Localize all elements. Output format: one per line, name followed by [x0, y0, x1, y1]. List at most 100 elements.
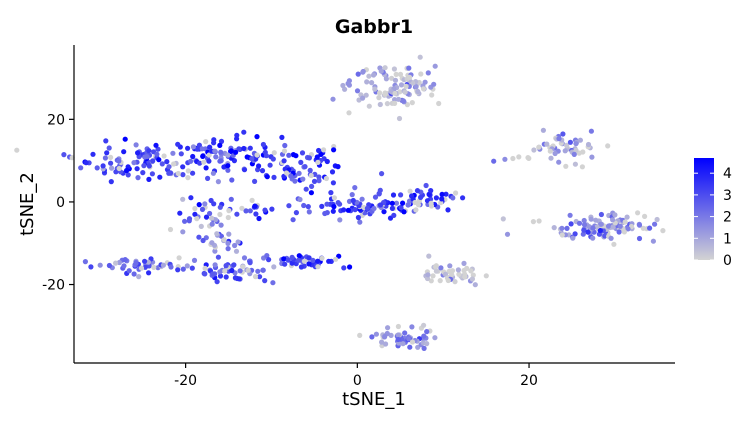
- data-point: [154, 151, 160, 157]
- data-point: [306, 209, 312, 215]
- data-point: [182, 218, 188, 224]
- data-point: [305, 204, 311, 210]
- data-point: [213, 217, 219, 223]
- data-point: [624, 214, 630, 220]
- data-point: [14, 147, 20, 153]
- data-point: [421, 345, 427, 351]
- data-point: [271, 150, 277, 156]
- data-point: [225, 214, 231, 221]
- data-point: [196, 142, 202, 148]
- data-point: [306, 255, 312, 261]
- data-point: [136, 274, 142, 280]
- data-point: [345, 207, 351, 213]
- data-point: [355, 71, 361, 77]
- data-point: [453, 190, 459, 196]
- data-point: [395, 323, 401, 330]
- data-point: [176, 255, 182, 261]
- data-point: [364, 79, 370, 85]
- data-point: [200, 237, 206, 244]
- data-point: [341, 265, 347, 271]
- data-point: [346, 110, 352, 116]
- data-point: [422, 79, 428, 85]
- data-point: [151, 264, 157, 270]
- data-point: [449, 268, 456, 274]
- data-point: [200, 153, 206, 159]
- data-point: [378, 68, 384, 74]
- data-point: [150, 158, 156, 164]
- data-point: [576, 220, 583, 226]
- data-point: [209, 240, 215, 246]
- data-point: [594, 224, 600, 230]
- data-point: [234, 136, 240, 142]
- data-point: [228, 148, 234, 154]
- data-point: [214, 231, 220, 237]
- data-point: [289, 254, 295, 260]
- data-point: [445, 207, 451, 213]
- data-point: [403, 83, 409, 89]
- data-point: [188, 158, 194, 164]
- data-point: [262, 278, 268, 284]
- data-point: [217, 142, 223, 148]
- data-point: [171, 161, 177, 167]
- data-point: [113, 260, 119, 266]
- data-point: [222, 268, 228, 274]
- data-point: [306, 155, 312, 161]
- data-point: [372, 194, 379, 200]
- data-point: [159, 161, 165, 167]
- data-point: [405, 202, 411, 208]
- data-point: [308, 172, 314, 179]
- data-point: [392, 77, 399, 83]
- data-point: [308, 190, 314, 196]
- scatter-points: [14, 54, 666, 351]
- data-point: [299, 150, 306, 156]
- data-point: [217, 204, 223, 210]
- data-point: [271, 264, 277, 270]
- data-point: [212, 248, 218, 254]
- data-point: [330, 96, 336, 102]
- data-point: [409, 324, 415, 330]
- data-point: [399, 337, 405, 343]
- data-point: [260, 141, 266, 148]
- data-point: [267, 162, 273, 168]
- data-point: [431, 81, 437, 87]
- data-point: [260, 267, 266, 273]
- data-point: [241, 255, 248, 261]
- data-point: [290, 152, 296, 158]
- data-point: [210, 170, 216, 176]
- data-point: [622, 219, 628, 225]
- data-point: [330, 180, 336, 186]
- data-point: [470, 272, 476, 278]
- data-point: [389, 75, 395, 81]
- data-point: [281, 256, 287, 262]
- data-point: [610, 224, 616, 230]
- colorbar-ticks: 4 3 2 1 0: [694, 166, 732, 269]
- data-point: [315, 258, 321, 264]
- colorbar: [694, 158, 714, 260]
- data-point: [109, 165, 115, 171]
- data-point: [337, 217, 343, 223]
- data-point: [199, 146, 205, 152]
- data-point: [429, 92, 435, 98]
- data-point: [390, 192, 397, 198]
- data-point: [376, 191, 382, 197]
- data-point: [608, 235, 614, 241]
- data-point: [352, 185, 358, 191]
- data-point: [108, 160, 114, 166]
- data-point: [402, 89, 408, 95]
- data-point: [456, 271, 462, 277]
- data-point: [556, 159, 562, 165]
- data-point: [568, 221, 574, 227]
- data-point: [564, 225, 570, 231]
- data-point: [352, 207, 358, 213]
- data-point: [424, 329, 430, 335]
- data-point: [253, 211, 259, 217]
- data-point: [212, 262, 218, 268]
- data-point: [333, 256, 339, 262]
- data-point: [225, 240, 231, 246]
- data-point: [567, 212, 573, 218]
- data-point: [254, 134, 260, 140]
- data-point: [121, 149, 127, 155]
- data-point: [647, 225, 653, 231]
- data-point: [357, 332, 363, 338]
- data-point: [146, 270, 152, 276]
